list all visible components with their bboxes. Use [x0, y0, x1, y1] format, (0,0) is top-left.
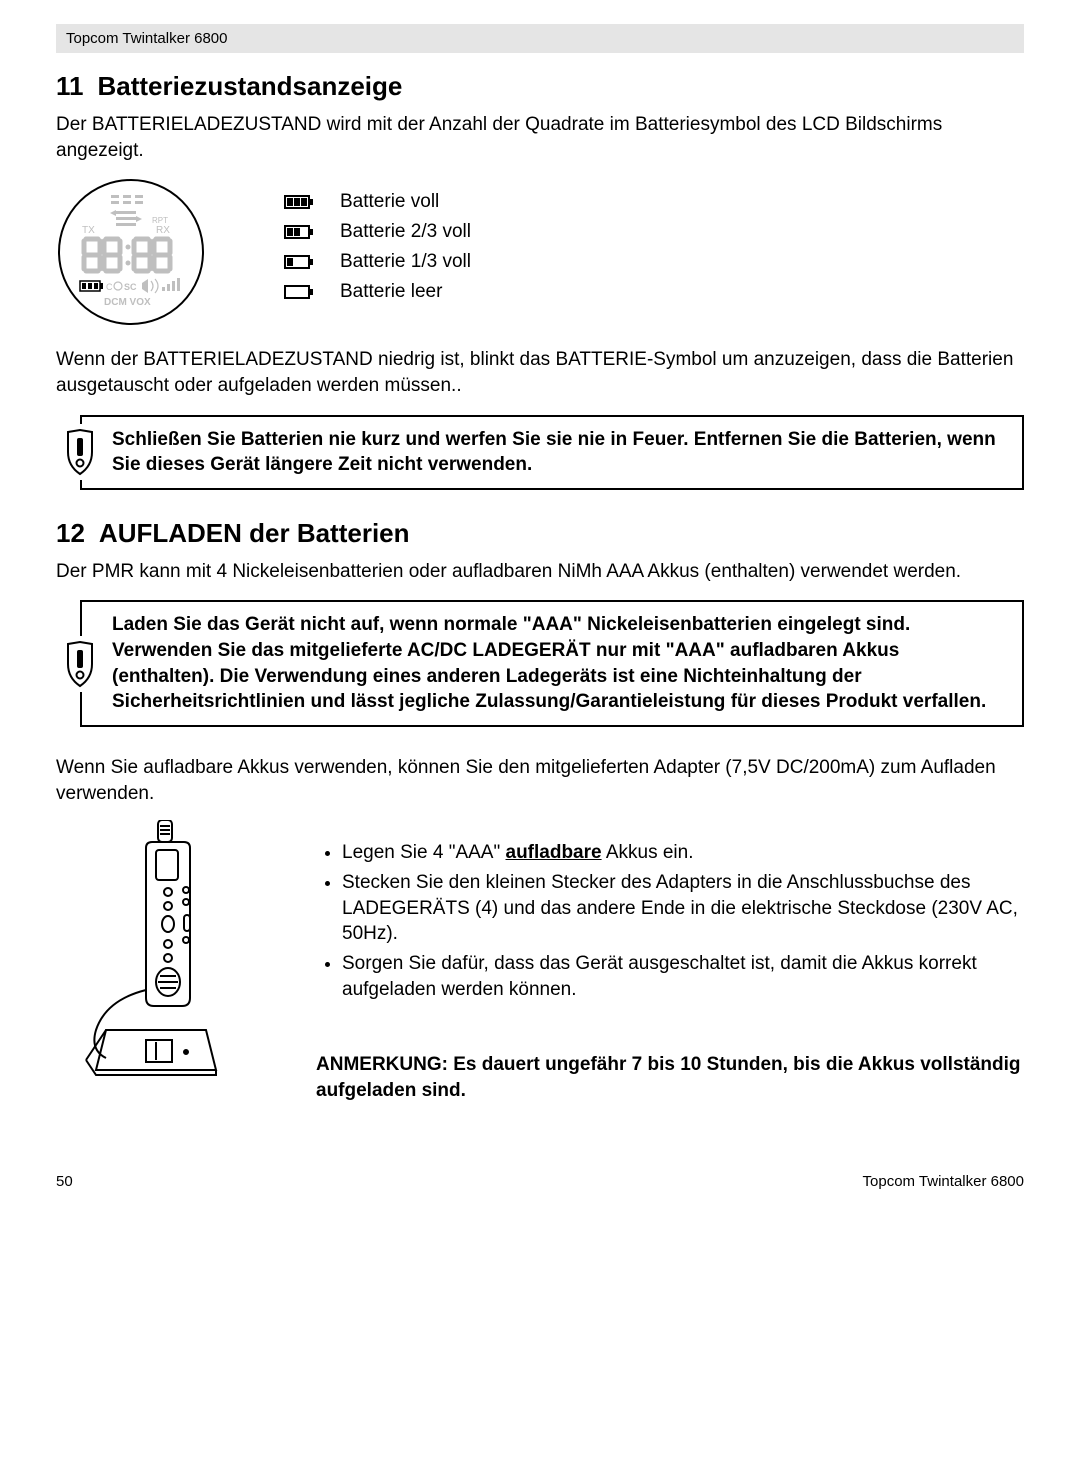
svg-text:C: C: [106, 282, 113, 292]
list-item: Stecken Sie den kleinen Stecker des Adap…: [342, 870, 1024, 947]
list-item: Sorgen Sie dafür, dass das Gerät ausgesc…: [342, 951, 1024, 1002]
battery-full-icon: [276, 194, 322, 210]
charger-illustration: [56, 820, 296, 1080]
battery-level-table: Batterie voll Batterie 2/3 voll Batterie…: [276, 187, 471, 307]
warning-box-11: Schließen Sie Batterien nie kurz und wer…: [56, 415, 1024, 490]
warning-icon: [62, 428, 98, 476]
svg-text:RPT: RPT: [152, 216, 168, 225]
section-12-number: 12: [56, 518, 85, 549]
section-12-heading: AUFLADEN der Batterien: [99, 518, 410, 548]
battery-two-thirds-icon: [276, 224, 322, 240]
document-header: Topcom Twintalker 6800: [56, 24, 1024, 53]
charger-block: Legen Sie 4 "AAA" aufladbare Akkus ein. …: [56, 820, 1024, 1103]
battery-one-third-icon: [276, 254, 322, 270]
section-12-title: 12 AUFLADEN der Batterien: [56, 518, 1024, 549]
svg-text:TX: TX: [82, 225, 95, 236]
svg-text:SC: SC: [124, 282, 137, 292]
page-number: 50: [56, 1173, 73, 1190]
warning-box-12: Laden Sie das Gerät nicht auf, wenn norm…: [56, 600, 1024, 727]
svg-text:RX: RX: [156, 225, 170, 236]
section-12-after-warning: Wenn Sie aufladbare Akkus verwenden, kön…: [56, 755, 1024, 806]
bullet-1-underline: aufladbare: [506, 842, 602, 863]
section-11-heading: Batteriezustandsanzeige: [98, 71, 403, 101]
warning-11-text: Schließen Sie Batterien nie kurz und wer…: [80, 415, 1024, 490]
battery-level-block: TX RPT RX: [56, 177, 1024, 327]
lcd-display-icon: TX RPT RX: [56, 177, 206, 327]
list-item: Legen Sie 4 "AAA" aufladbare Akkus ein.: [342, 840, 1024, 866]
section-11-intro: Der BATTERIELADEZUSTAND wird mit der Anz…: [56, 112, 1024, 163]
charging-steps-list: Legen Sie 4 "AAA" aufladbare Akkus ein. …: [316, 840, 1024, 1002]
svg-text:DCM VOX: DCM VOX: [104, 297, 151, 308]
section-12-intro: Der PMR kann mit 4 Nickeleisenbatterien …: [56, 559, 1024, 585]
charging-note: ANMERKUNG: Es dauert ungefähr 7 bis 10 S…: [316, 1052, 1024, 1103]
footer-product-name: Topcom Twintalker 6800: [863, 1173, 1024, 1190]
warning-12-text: Laden Sie das Gerät nicht auf, wenn norm…: [80, 600, 1024, 727]
bullet-1-suffix: Akkus ein.: [602, 842, 694, 863]
battery-empty-label: Batterie leer: [322, 281, 442, 303]
section-11-number: 11: [56, 71, 84, 102]
battery-two-thirds-label: Batterie 2/3 voll: [322, 221, 471, 243]
battery-one-third-label: Batterie 1/3 voll: [322, 251, 471, 273]
battery-empty-icon: [276, 284, 322, 300]
section-11-low-text: Wenn der BATTERIELADEZUSTAND niedrig ist…: [56, 347, 1024, 398]
warning-icon: [62, 640, 98, 688]
bullet-1-prefix: Legen Sie 4 "AAA": [342, 842, 506, 863]
section-11-title: 11 Batteriezustandsanzeige: [56, 71, 1024, 102]
battery-full-label: Batterie voll: [322, 191, 439, 213]
